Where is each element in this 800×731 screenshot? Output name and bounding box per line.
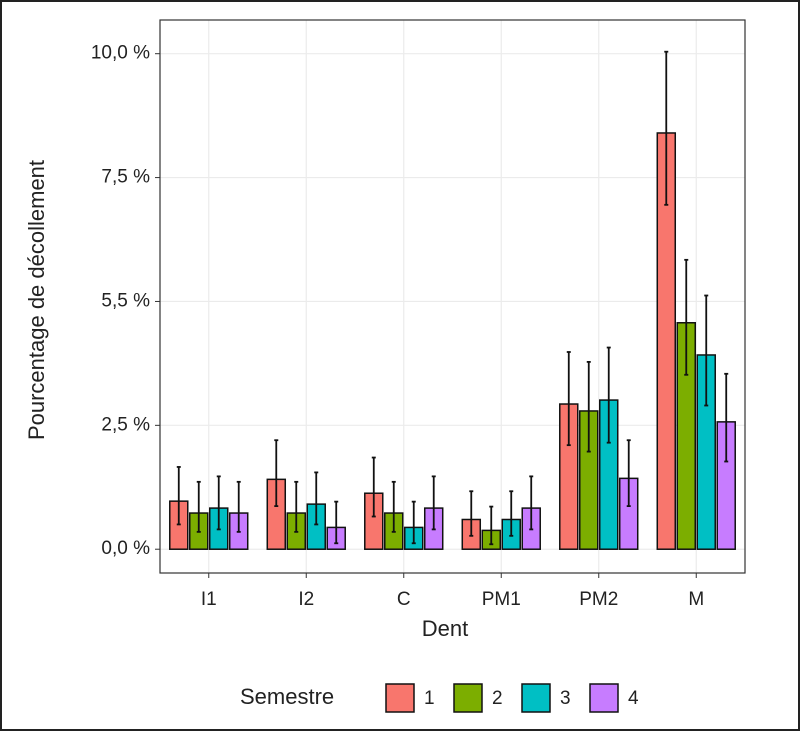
legend-swatch [385, 683, 415, 713]
y-tick-label: 5,5 % [101, 290, 150, 311]
legend-label: 1 [424, 688, 435, 709]
legend-swatch [589, 683, 619, 713]
x-tick-label: M [688, 589, 704, 610]
x-tick-label: C [397, 589, 411, 610]
x-tick-label: PM1 [482, 589, 521, 610]
legend-swatch [453, 683, 483, 713]
y-tick-label: 2,5 % [101, 414, 150, 435]
x-axis-title: Dent [422, 616, 468, 641]
legend-label: 3 [560, 688, 571, 709]
y-tick-label: 7,5 % [101, 167, 150, 188]
x-tick-label: I1 [201, 589, 217, 610]
legend-swatch [521, 683, 551, 713]
y-tick-label: 0,0 % [101, 538, 150, 559]
panel [160, 20, 745, 573]
x-tick-label: PM2 [579, 589, 618, 610]
x-tick-label: I2 [298, 589, 314, 610]
panel-border [159, 19, 746, 574]
y-axis-title: Pourcentage de décollement [24, 160, 49, 440]
legend-label: 4 [628, 688, 639, 709]
legend-title: Semestre [240, 684, 334, 709]
legend-label: 2 [492, 688, 503, 709]
y-tick-label: 10,0 % [91, 43, 150, 64]
